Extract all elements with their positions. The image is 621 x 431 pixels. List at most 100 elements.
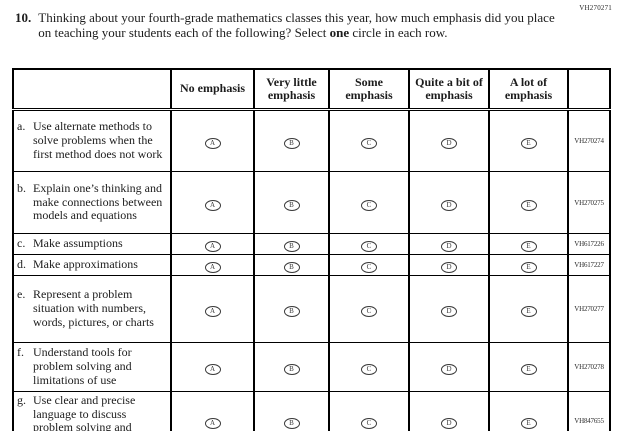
answer-bubble-d[interactable]: D (441, 306, 457, 317)
answer-bubble-e[interactable]: E (520, 199, 537, 211)
row-letter: e. (17, 287, 26, 302)
answer-cell-very-little-emphasis: B (253, 171, 330, 234)
row-label: Represent a problem situation with numbe… (33, 287, 154, 329)
table-row: d. Make approximations A B C D E VH617227 (12, 254, 611, 276)
row-code: VH270275 (567, 171, 611, 234)
answer-cell-no-emphasis: A (170, 233, 255, 255)
answer-cell-a-lot-of-emphasis: E (488, 342, 569, 392)
answer-bubble-a[interactable]: A (204, 138, 221, 149)
answer-cell-a-lot-of-emphasis: E (488, 109, 569, 172)
answer-bubble-c[interactable]: C (361, 241, 377, 252)
answer-cell-a-lot-of-emphasis: E (488, 390, 569, 431)
answer-cell-very-little-emphasis: B (253, 342, 330, 392)
row-code: VH270278 (567, 342, 611, 392)
answer-cell-some-emphasis: C (328, 390, 410, 431)
row-label: Explain one’s thinking and make connecti… (33, 180, 163, 223)
answer-bubble-c[interactable]: C (361, 138, 377, 149)
code-column-header-cell (567, 68, 611, 111)
question-number: 10. (15, 10, 32, 25)
answer-cell-very-little-emphasis: B (253, 109, 330, 172)
answer-cell-some-emphasis: C (328, 254, 410, 276)
row-letter: b. (17, 180, 26, 195)
answer-bubble-b[interactable]: B (283, 418, 300, 430)
answer-bubble-c[interactable]: C (361, 364, 377, 375)
answer-cell-quite-a-bit-of-emphasis: D (408, 254, 490, 276)
table-row: g. Use clear and precise language to dis… (12, 390, 611, 431)
row-label-cell: d. Make approximations (12, 254, 172, 276)
answer-bubble-b[interactable]: B (283, 364, 300, 375)
row-letter: c. (17, 236, 26, 251)
answer-bubble-e[interactable]: E (520, 262, 537, 273)
answer-cell-very-little-emphasis: B (253, 233, 330, 255)
answer-bubble-e[interactable]: E (520, 418, 537, 430)
column-header-very-little-emphasis: Very little emphasis (253, 68, 330, 111)
answer-bubble-c[interactable]: C (361, 262, 377, 273)
answer-bubble-c[interactable]: C (361, 418, 377, 430)
answer-bubble-d[interactable]: D (441, 364, 457, 375)
answer-bubble-a[interactable]: A (204, 199, 221, 211)
answer-bubble-a[interactable]: A (204, 418, 221, 430)
table-row: a. Use alternate methods to solve proble… (12, 109, 611, 172)
answer-cell-very-little-emphasis: B (253, 390, 330, 431)
row-code: VH617227 (567, 254, 611, 276)
answer-bubble-c[interactable]: C (361, 199, 377, 211)
answer-bubble-d[interactable]: D (441, 262, 457, 273)
question-block: 10. Thinking about your fourth-grade mat… (15, 10, 575, 40)
answer-bubble-d[interactable]: D (441, 418, 457, 430)
answer-cell-quite-a-bit-of-emphasis: D (408, 109, 490, 172)
answer-bubble-b[interactable]: B (283, 138, 300, 149)
answer-cell-no-emphasis: A (170, 109, 255, 172)
table-row: f. Understand tools for problem solving … (12, 342, 611, 392)
answer-bubble-d[interactable]: D (441, 241, 457, 252)
answer-bubble-e[interactable]: E (520, 138, 537, 149)
answer-bubble-d[interactable]: D (441, 199, 457, 211)
row-label: Make assumptions (33, 236, 123, 251)
answer-bubble-e[interactable]: E (520, 364, 537, 375)
answer-cell-a-lot-of-emphasis: E (488, 275, 569, 343)
stub-header-cell (12, 68, 172, 111)
row-label-cell: e. Represent a problem situation with nu… (12, 275, 172, 343)
answer-bubble-a[interactable]: A (204, 364, 221, 375)
answer-cell-some-emphasis: C (328, 171, 410, 234)
column-header-no-emphasis: No emphasis (170, 68, 255, 111)
answer-bubble-a[interactable]: A (204, 262, 221, 273)
answer-bubble-c[interactable]: C (361, 306, 377, 317)
question-text: Thinking about your fourth-grade mathema… (38, 10, 558, 40)
answer-bubble-b[interactable]: B (283, 306, 300, 317)
row-label: Use clear and precise language to discus… (33, 393, 136, 431)
row-label-cell: f. Understand tools for problem solving … (12, 342, 172, 392)
row-label-cell: g. Use clear and precise language to dis… (12, 390, 172, 431)
row-label-cell: a. Use alternate methods to solve proble… (12, 109, 172, 172)
answer-cell-no-emphasis: A (170, 390, 255, 431)
answer-cell-a-lot-of-emphasis: E (488, 254, 569, 276)
answer-bubble-e[interactable]: E (520, 306, 537, 317)
emphasis-table: No emphasis Very little emphasis Some em… (12, 68, 611, 431)
answer-cell-no-emphasis: A (170, 342, 255, 392)
question-text-bold: one (329, 24, 350, 40)
answer-bubble-d[interactable]: D (441, 138, 457, 149)
answer-cell-no-emphasis: A (170, 254, 255, 276)
row-code: VH270277 (567, 275, 611, 343)
answer-cell-quite-a-bit-of-emphasis: D (408, 171, 490, 234)
answer-cell-no-emphasis: A (170, 171, 255, 234)
answer-bubble-a[interactable]: A (204, 306, 221, 317)
answer-bubble-a[interactable]: A (204, 241, 221, 252)
answer-bubble-b[interactable]: B (283, 262, 300, 273)
row-code: VH847655 (567, 390, 611, 431)
row-label: Make approximations (33, 257, 138, 272)
column-header-a-lot-of-emphasis: A lot of emphasis (488, 68, 569, 111)
row-code: VH617226 (567, 233, 611, 255)
answer-bubble-b[interactable]: B (283, 199, 300, 211)
column-header-some-emphasis: Some emphasis (328, 68, 410, 111)
answer-cell-some-emphasis: C (328, 275, 410, 343)
table-row: e. Represent a problem situation with nu… (12, 275, 611, 343)
answer-bubble-b[interactable]: B (283, 241, 300, 252)
answer-cell-some-emphasis: C (328, 109, 410, 172)
answer-cell-some-emphasis: C (328, 233, 410, 255)
answer-cell-a-lot-of-emphasis: E (488, 171, 569, 234)
row-code: VH270274 (567, 109, 611, 172)
answer-bubble-e[interactable]: E (520, 241, 537, 252)
row-label-cell: b. Explain one’s thinking and make conne… (12, 171, 172, 234)
answer-cell-some-emphasis: C (328, 342, 410, 392)
